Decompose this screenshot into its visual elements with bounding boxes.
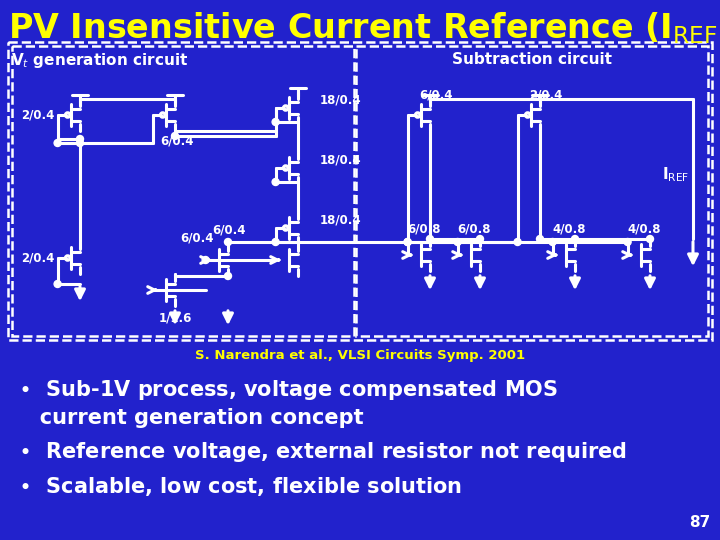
- Circle shape: [549, 239, 556, 246]
- Text: 6/0.4: 6/0.4: [181, 232, 214, 245]
- Text: 2/0.4: 2/0.4: [529, 89, 563, 102]
- Circle shape: [454, 239, 461, 246]
- Circle shape: [171, 132, 179, 139]
- Circle shape: [536, 235, 544, 242]
- Text: 4/0.8: 4/0.8: [552, 222, 586, 235]
- Circle shape: [54, 280, 61, 287]
- Circle shape: [54, 139, 61, 146]
- Circle shape: [572, 235, 578, 242]
- Text: S. Narendra et al., VLSI Circuits Symp. 2001: S. Narendra et al., VLSI Circuits Symp. …: [195, 348, 525, 361]
- Text: 6/0.4: 6/0.4: [161, 134, 194, 147]
- Circle shape: [404, 239, 411, 246]
- Circle shape: [404, 239, 411, 246]
- Text: Subtraction circuit: Subtraction circuit: [452, 52, 612, 68]
- Circle shape: [202, 256, 209, 264]
- Circle shape: [272, 118, 279, 125]
- Text: current generation concept: current generation concept: [18, 408, 364, 428]
- Circle shape: [514, 239, 521, 246]
- Text: 1/1.6: 1/1.6: [158, 312, 192, 325]
- Text: $\bullet$  Scalable, low cost, flexible solution: $\bullet$ Scalable, low cost, flexible s…: [18, 475, 462, 498]
- Text: 4/0.8: 4/0.8: [627, 222, 661, 235]
- Bar: [12, 46, 354, 336]
- Text: $\bullet$  Sub-1V process, voltage compensated MOS: $\bullet$ Sub-1V process, voltage compen…: [18, 378, 558, 402]
- Circle shape: [624, 239, 631, 246]
- Text: 6/0.8: 6/0.8: [457, 222, 491, 235]
- Circle shape: [76, 139, 84, 146]
- Bar: [356, 46, 708, 336]
- Text: 6/0.8: 6/0.8: [408, 222, 441, 235]
- Text: PV Insensitive Current Reference (I$_{\rm REF}$): PV Insensitive Current Reference (I$_{\r…: [8, 10, 720, 46]
- Circle shape: [426, 235, 433, 242]
- Circle shape: [76, 136, 84, 143]
- Text: I$_{\rm REF}$: I$_{\rm REF}$: [662, 166, 689, 184]
- Text: 6/0.4: 6/0.4: [212, 224, 246, 237]
- Text: $\bullet$  Reference voltage, external resistor not required: $\bullet$ Reference voltage, external re…: [18, 440, 627, 464]
- Text: V$_t$ generation circuit: V$_t$ generation circuit: [12, 51, 189, 70]
- Text: 2/0.4: 2/0.4: [22, 252, 55, 265]
- Circle shape: [272, 239, 279, 246]
- Text: 18/0.4: 18/0.4: [320, 213, 361, 226]
- Circle shape: [647, 235, 654, 242]
- Text: 18/0.4: 18/0.4: [320, 153, 361, 166]
- Circle shape: [225, 273, 232, 280]
- Text: 2/0.4: 2/0.4: [22, 109, 55, 122]
- Circle shape: [272, 179, 279, 186]
- Circle shape: [477, 235, 484, 242]
- Text: 18/0.4: 18/0.4: [320, 93, 361, 106]
- Text: 6/0.4: 6/0.4: [419, 89, 453, 102]
- Bar: [8, 42, 712, 340]
- Circle shape: [225, 239, 232, 246]
- Text: 87: 87: [689, 515, 710, 530]
